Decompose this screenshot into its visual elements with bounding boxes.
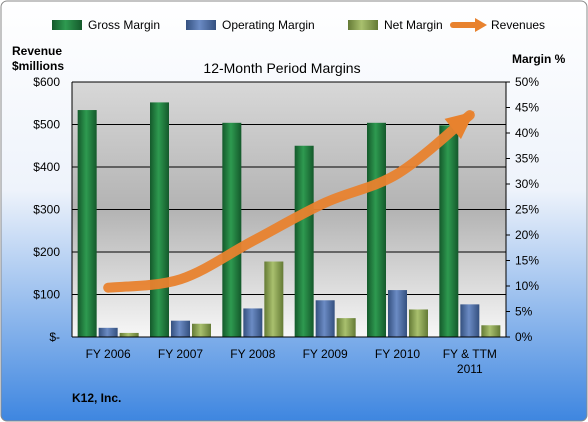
legend-arrowhead-3 bbox=[475, 18, 487, 32]
x-tick-label-1-0: FY 2007 bbox=[158, 347, 203, 361]
left-tick-label-0: $- bbox=[49, 330, 60, 344]
x-tick-label-2-0: FY 2008 bbox=[230, 347, 275, 361]
bar-series1-1 bbox=[171, 320, 190, 337]
left-tick-label-3: $300 bbox=[33, 203, 60, 217]
bars-layer bbox=[77, 102, 501, 338]
right-tick-label-7: 35% bbox=[515, 152, 539, 166]
bar-series0-2 bbox=[222, 122, 242, 337]
right-tick-label-6: 30% bbox=[515, 177, 539, 191]
legend-layer: Gross Margin Operating Margin Net Margin Re… bbox=[52, 18, 545, 32]
left-axis-title-line-0: Revenue bbox=[12, 44, 62, 58]
bar-series2-3 bbox=[336, 318, 356, 337]
bar-series0-5 bbox=[439, 125, 459, 337]
chart-title: 12-Month Period Margins bbox=[203, 60, 360, 76]
legend-label-2: Net Margin bbox=[384, 18, 443, 32]
right-tick-label-10: 50% bbox=[515, 75, 539, 89]
bar-series0-4 bbox=[367, 122, 386, 337]
legend-swatch-2 bbox=[348, 20, 378, 30]
x-tick-label-3-0: FY 2009 bbox=[303, 347, 348, 361]
legend-swatch-0 bbox=[52, 20, 82, 30]
series-arrowhead-3 bbox=[444, 111, 475, 140]
left-tick-label-6: $600 bbox=[33, 75, 60, 89]
right-axis-title: Margin % bbox=[512, 52, 566, 66]
right-tick-label-1: 5% bbox=[515, 305, 533, 319]
right-tick-label-0: 0% bbox=[515, 330, 533, 344]
bar-series0-1 bbox=[150, 102, 169, 338]
left-tick-label-1: $100 bbox=[33, 288, 60, 302]
x-tick-label-4-0: FY 2010 bbox=[375, 347, 420, 361]
bar-series1-2 bbox=[243, 308, 263, 337]
legend-label-0: Gross Margin bbox=[88, 18, 160, 32]
bar-series0-3 bbox=[294, 145, 314, 337]
left-axis-title-line-1: $millions bbox=[12, 59, 64, 73]
bar-series0-0 bbox=[77, 110, 97, 337]
bar-series2-5 bbox=[481, 325, 501, 337]
bar-series2-2 bbox=[264, 261, 284, 337]
left-tick-label-5: $500 bbox=[33, 118, 60, 132]
right-tick-label-4: 20% bbox=[515, 228, 539, 242]
legend-label-3: Revenues bbox=[491, 18, 545, 32]
bar-series2-0 bbox=[119, 332, 139, 337]
bar-series2-1 bbox=[192, 323, 211, 337]
left-tick-label-2: $200 bbox=[33, 245, 60, 259]
bar-series1-4 bbox=[388, 290, 407, 337]
bar-series1-0 bbox=[98, 327, 118, 337]
axes-layer: $- $100 $200 $300 $400 $500 $600 0% 5% 10% 15% 20% 2… bbox=[12, 44, 566, 376]
right-tick-label-9: 45% bbox=[515, 101, 539, 115]
left-tick-label-4: $400 bbox=[33, 160, 60, 174]
bar-series1-3 bbox=[315, 300, 335, 337]
bar-series1-5 bbox=[460, 304, 480, 337]
right-tick-label-8: 40% bbox=[515, 126, 539, 140]
x-tick-label-0-0: FY 2006 bbox=[86, 347, 131, 361]
x-tick-label-5-1: 2011 bbox=[457, 362, 483, 376]
company-label: K12, Inc. bbox=[72, 391, 121, 405]
series-line-3 bbox=[103, 110, 475, 293]
bar-series2-4 bbox=[409, 309, 428, 337]
line-layer bbox=[103, 110, 475, 293]
right-tick-label-3: 15% bbox=[515, 254, 539, 268]
right-tick-label-5: 25% bbox=[515, 203, 539, 217]
right-tick-label-2: 10% bbox=[515, 279, 539, 293]
x-tick-label-5-0: FY & TTM bbox=[443, 347, 497, 361]
legend-swatch-1 bbox=[186, 20, 216, 30]
legend-label-1: Operating Margin bbox=[222, 18, 315, 32]
